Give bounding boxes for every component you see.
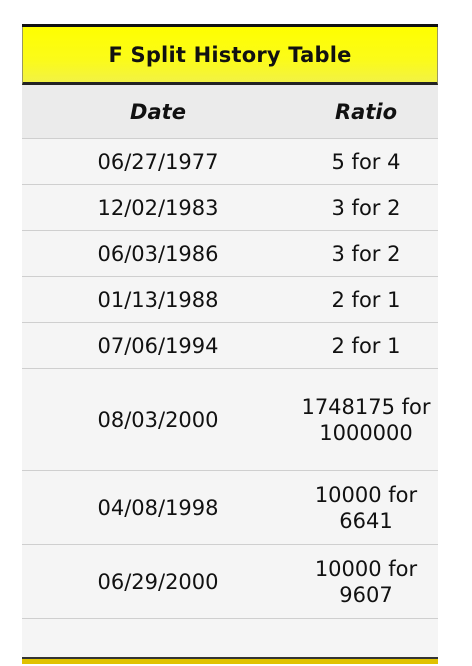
table-row: 07/06/1994 2 for 1 [22, 323, 438, 369]
date-cell: 06/27/1977 [97, 149, 219, 174]
ratio-cell: 2 for 1 [331, 333, 401, 358]
table-header-row: Date Ratio [22, 85, 438, 139]
table-row: 04/08/1998 10000 for 6641 [22, 471, 438, 545]
table-row: 06/03/1986 3 for 2 [22, 231, 438, 277]
ratio-cell: 3 for 2 [331, 241, 401, 266]
ratio-cell: 3 for 2 [331, 195, 401, 220]
date-cell: 08/03/2000 [97, 407, 219, 432]
date-cell: 06/29/2000 [97, 569, 219, 594]
table-row: 06/29/2000 10000 for 9607 [22, 545, 438, 619]
column-header-ratio: Ratio [334, 99, 397, 124]
ratio-cell: 2 for 1 [331, 287, 401, 312]
date-cell: 12/02/1983 [97, 195, 219, 220]
date-cell: 07/06/1994 [97, 333, 219, 358]
column-header-date: Date [130, 99, 186, 124]
split-history-table: F Split History Table Date Ratio 06/27/1… [22, 24, 438, 664]
date-cell: 04/08/1998 [97, 495, 219, 520]
ratio-cell: 10000 for 6641 [314, 482, 418, 533]
table-row: 06/27/1977 5 for 4 [22, 139, 438, 185]
ratio-cell: 10000 for 9607 [314, 556, 418, 607]
date-cell: 01/13/1988 [97, 287, 219, 312]
table-row: 01/13/1988 2 for 1 [22, 277, 438, 323]
table-footer-bar [22, 657, 438, 664]
ratio-cell: 5 for 4 [331, 149, 401, 174]
table-row: 12/02/1983 3 for 2 [22, 185, 438, 231]
table-row: 08/03/2000 1748175 for 1000000 [22, 369, 438, 471]
date-cell: 06/03/1986 [97, 241, 219, 266]
empty-row [22, 619, 438, 657]
table-title: F Split History Table [22, 27, 438, 85]
ratio-cell: 1748175 for 1000000 [301, 394, 431, 445]
